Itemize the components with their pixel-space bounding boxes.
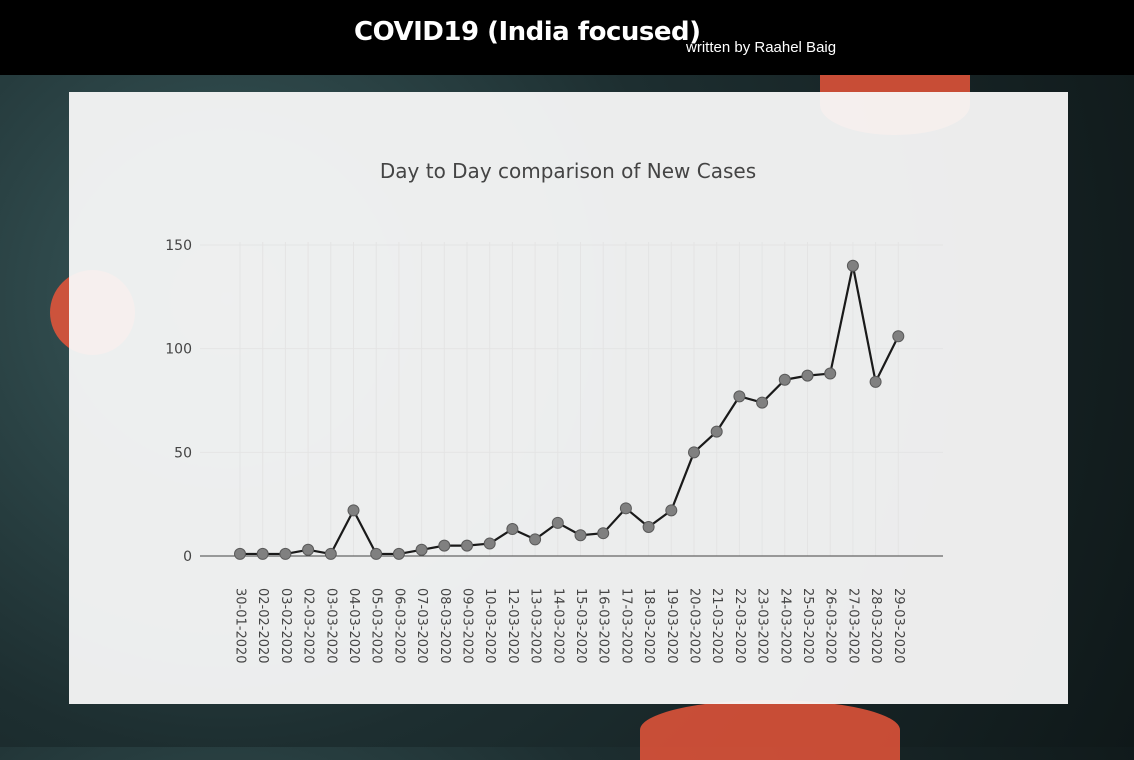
- page-title: COVID19 (India focused): [354, 17, 701, 47]
- data-point: [597, 527, 610, 540]
- data-point: [574, 529, 587, 542]
- x-tick-label: 20-03-2020: [687, 588, 702, 664]
- x-tick-label: 05-03-2020: [369, 588, 384, 664]
- x-tick-label: 04-03-2020: [346, 588, 361, 664]
- data-point: [529, 533, 542, 546]
- data-point: [256, 547, 269, 560]
- page-header: COVID19 (India focused) written by Raahe…: [0, 0, 1134, 75]
- line-chart: Day to Day comparison of New Cases 0 50 10…: [165, 159, 943, 664]
- x-tick-label: 30-01-2020: [233, 588, 248, 664]
- data-point: [756, 396, 769, 409]
- data-point: [370, 547, 383, 560]
- x-tick-label: 17-03-2020: [618, 588, 633, 664]
- data-point: [551, 516, 564, 529]
- x-tick-label: 15-03-2020: [573, 588, 588, 664]
- x-tick-label: 21-03-2020: [709, 588, 724, 664]
- data-point: [506, 523, 519, 536]
- x-tick-label: 13-03-2020: [528, 588, 543, 664]
- x-tick-label: 08-03-2020: [437, 588, 452, 664]
- x-tick-label: 14-03-2020: [550, 588, 565, 664]
- author-byline: written by Raahel Baig: [686, 39, 837, 56]
- data-point: [461, 539, 473, 552]
- data-point: [324, 547, 337, 560]
- x-tick-label: 29-03-2020: [891, 588, 906, 664]
- data-point: [688, 446, 700, 459]
- x-tick-label: 27-03-2020: [845, 588, 860, 664]
- x-tick-label: 23-03-2020: [755, 588, 770, 664]
- x-tick-label: 24-03-2020: [777, 588, 792, 664]
- data-point: [778, 373, 791, 386]
- data-point: [801, 369, 814, 382]
- chart-panel: Day to Day comparison of New Cases 0 50 10…: [69, 92, 1068, 704]
- data-point: [347, 504, 360, 517]
- y-tick-label: 150: [165, 238, 192, 254]
- x-tick-label: 03-02-2020: [278, 588, 293, 664]
- data-point: [438, 539, 451, 552]
- x-tick-label: 07-03-2020: [414, 588, 429, 664]
- data-point: [824, 367, 837, 380]
- x-tick-label: 18-03-2020: [641, 588, 656, 664]
- x-tick-label: 03-03-2020: [323, 588, 338, 664]
- data-point: [733, 390, 746, 403]
- data-point: [710, 425, 723, 438]
- data-point: [642, 520, 655, 533]
- background-virus-blob: [640, 700, 900, 760]
- x-tick-label: 22-03-2020: [732, 588, 747, 664]
- y-tick-label: 100: [165, 342, 192, 358]
- data-point: [846, 259, 859, 272]
- x-tick-label: 10-03-2020: [482, 588, 497, 664]
- x-tick-label: 16-03-2020: [596, 588, 611, 664]
- x-tick-label: 19-03-2020: [664, 588, 679, 664]
- chart-title: Day to Day comparison of New Cases: [380, 159, 756, 183]
- data-point: [279, 547, 292, 560]
- y-tick-label: 50: [174, 445, 192, 461]
- series-line: [240, 264, 900, 556]
- x-tick-label: 25-03-2020: [800, 588, 815, 664]
- x-tick-label: 28-03-2020: [868, 588, 883, 664]
- x-tick-label: 02-03-2020: [301, 588, 316, 664]
- data-point: [302, 543, 315, 556]
- x-tick-label: 09-03-2020: [460, 588, 475, 664]
- data-point: [415, 543, 428, 556]
- data-point: [483, 537, 496, 550]
- x-tick-label: 06-03-2020: [391, 588, 406, 664]
- data-point: [869, 375, 882, 388]
- x-tick-label: 12-03-2020: [505, 588, 520, 664]
- x-tick-label: 26-03-2020: [823, 588, 838, 664]
- data-point: [392, 547, 405, 560]
- data-point: [234, 547, 246, 560]
- data-point: [892, 330, 905, 343]
- x-tick-label: 02-02-2020: [255, 588, 270, 664]
- y-tick-label: 0: [183, 549, 192, 565]
- data-point: [619, 502, 632, 515]
- data-point: [665, 504, 678, 517]
